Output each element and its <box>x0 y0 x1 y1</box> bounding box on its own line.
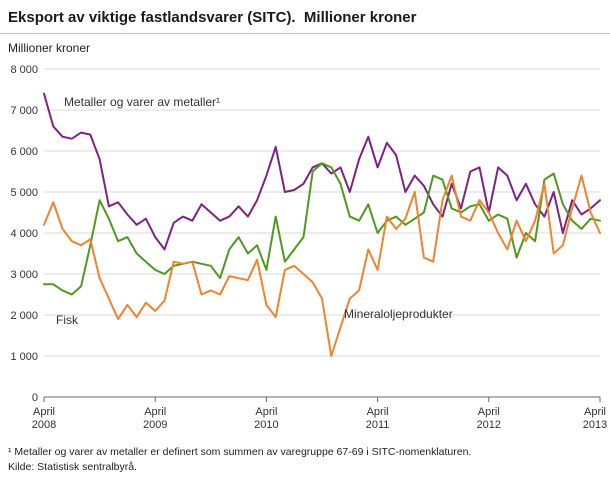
series-label-fisk: Fisk <box>56 313 78 327</box>
y-tick-label: 3 000 <box>10 269 38 281</box>
y-tick-label: 6 000 <box>10 146 38 158</box>
series-line-fisk <box>43 162 601 296</box>
y-axis-title: Millioner kroner <box>8 41 91 55</box>
x-tick-label-year: 2012 <box>477 419 501 431</box>
title-divider <box>0 33 610 34</box>
series-label-mineraloljeprodukter: Mineraloljeprodukter <box>344 307 453 321</box>
y-tick-label: 5 000 <box>10 187 38 199</box>
x-tick-label-month: April <box>367 406 389 418</box>
y-tick-label: 0 <box>32 392 38 404</box>
x-tick-label-month: April <box>33 406 55 418</box>
x-tick-label-month: April <box>478 406 500 418</box>
x-tick-label-month: April <box>584 406 606 418</box>
footnote-source: Kilde: Statistisk sentralbyrå. <box>8 461 137 474</box>
y-tick-label: 2 000 <box>10 310 38 322</box>
line-chart: 0 1 000 2 000 3 000 4 000 5 000 6 000 7 000 8 00… <box>0 57 610 439</box>
y-tick-label: 8 000 <box>10 64 38 76</box>
y-tick-label: 7 000 <box>10 105 38 117</box>
x-tick-label-year: 2011 <box>366 419 390 431</box>
x-tick-label-year: 2013 <box>583 419 607 431</box>
x-tick-label-year: 2008 <box>32 419 56 431</box>
x-tick-label-year: 2010 <box>254 419 278 431</box>
x-tick-label-month: April <box>255 406 277 418</box>
y-tick-label: 1 000 <box>10 351 38 363</box>
y-tick-label: 4 000 <box>10 228 38 240</box>
x-tick-label-year: 2009 <box>143 419 167 431</box>
footnotes: ¹ Metaller og varer av metaller er defin… <box>8 445 602 475</box>
series-line-mineraloljeprodukter <box>43 174 601 357</box>
x-tick-label-month: April <box>144 406 166 418</box>
page-title: Eksport av viktige fastlandsvarer (SITC)… <box>8 9 417 26</box>
chart-canvas: 0 1 000 2 000 3 000 4 000 5 000 6 000 7 000 8 00… <box>10 64 607 431</box>
series-label-metaller: Metaller og varer av metaller¹ <box>64 95 221 109</box>
footnote-definition: ¹ Metaller og varer av metaller er defin… <box>8 446 472 458</box>
series-line-metaller-og-varer-av-metaller- <box>43 92 601 251</box>
